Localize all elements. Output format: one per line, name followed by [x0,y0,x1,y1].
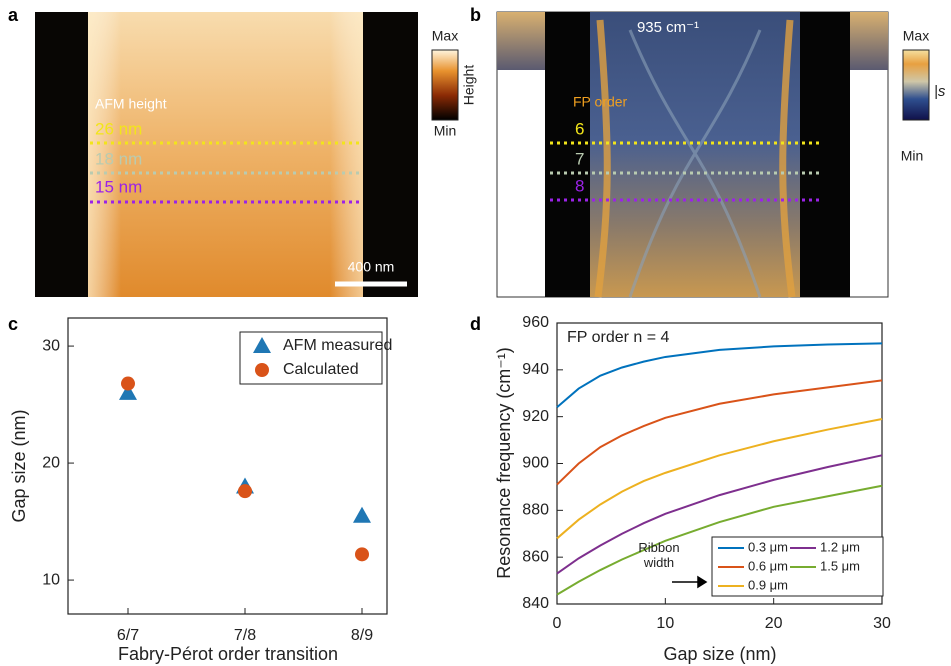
x-tick-label: 8/9 [351,627,373,644]
scale-bar-label: 400 nm [348,259,395,275]
point [121,376,135,391]
axes-frame [67,317,388,615]
x-tick-label: 10 [656,615,674,632]
y-axis-label: Gap size (nm) [9,409,29,522]
legend-label: AFM measured [283,337,392,354]
y-axis-label: Resonance frequency (cm⁻¹) [494,347,514,579]
legend-label: 0.3 μm [748,539,788,554]
colorbar [902,49,930,121]
point [119,383,137,400]
y-tick-label: 860 [522,548,549,565]
line [556,484,883,596]
legend-label: Calculated [283,361,359,378]
y-tick-label: 20 [42,454,60,471]
line [556,379,883,486]
nano-image [496,11,889,298]
afm-image [35,12,418,297]
annotation: FP order n = 4 [567,329,670,346]
point [355,547,369,562]
line-label: 18 nm [95,149,142,168]
image-annotation: AFM height [95,96,167,112]
colorbar-max: Max [903,28,929,44]
line-label: 26 nm [95,119,142,138]
point [238,484,252,499]
line-label: 15 nm [95,177,142,196]
legend-label: 0.6 μm [748,558,788,573]
colorbar-max: Max [432,28,458,44]
x-tick-label: 30 [873,615,891,632]
x-tick-label: 20 [765,615,783,632]
panel-label: a [8,5,19,25]
legend-label: 1.2 μm [820,539,860,554]
line-label: 7 [575,149,584,168]
line [556,454,883,575]
image-annotation: FP order [573,94,628,110]
image-title: 935 cm⁻¹ [637,19,699,36]
colorbar [431,49,459,121]
legend-label: 1.5 μm [820,558,860,573]
line-label: 6 [575,119,584,138]
panel-label: c [8,314,18,334]
legend-label: 0.9 μm [748,577,788,592]
point [353,506,371,523]
line [556,342,883,409]
legend-arrow [672,575,708,589]
x-tick-label: 0 [553,615,562,632]
colorbar-min: Min [901,148,924,164]
y-tick-label: 10 [42,571,60,588]
colorbar-min: Min [434,123,457,139]
colorbar-label: Height [461,65,477,106]
colorbar-label: |s [934,83,946,100]
legend-marker [253,337,271,353]
panel-label: b [470,5,481,25]
line [556,418,883,540]
panel-label: d [470,314,481,334]
legend-title: Ribbon width [638,540,680,570]
y-tick-label: 840 [522,595,549,612]
legend-marker [255,363,269,377]
x-axis-label: Gap size (nm) [663,644,776,664]
line-label: 8 [575,176,584,195]
y-tick-label: 920 [522,408,549,425]
x-tick-label: 6/7 [117,627,139,644]
y-tick-label: 30 [42,337,60,354]
y-tick-label: 880 [522,502,549,519]
x-tick-label: 7/8 [234,627,256,644]
y-tick-label: 940 [522,361,549,378]
y-tick-label: 960 [522,314,549,331]
y-tick-label: 900 [522,455,549,472]
x-axis-label: Fabry-Pérot order transition [118,644,338,664]
